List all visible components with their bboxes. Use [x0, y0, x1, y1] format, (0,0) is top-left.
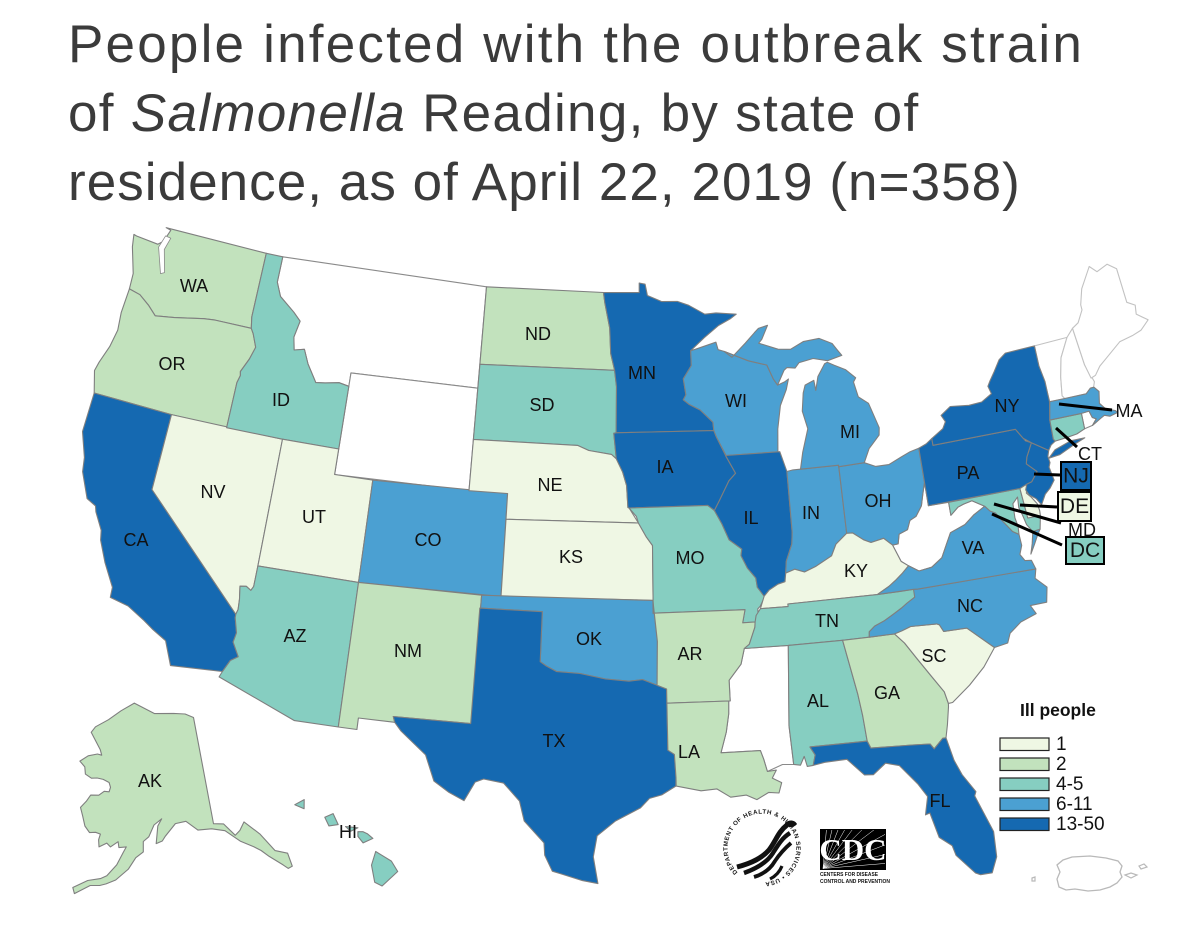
svg-text:AL: AL — [807, 691, 829, 711]
svg-text:4-5: 4-5 — [1056, 774, 1083, 795]
svg-text:NE: NE — [537, 475, 562, 495]
svg-text:ND: ND — [525, 324, 551, 344]
svg-text:PA: PA — [957, 463, 980, 483]
svg-text:KS: KS — [559, 547, 583, 567]
svg-text:residence, as of April 22, 201: residence, as of April 22, 2019 (n=358) — [68, 153, 1021, 212]
svg-text:People infected with the outbr: People infected with the outbreak strain — [68, 15, 1084, 74]
svg-text:OR: OR — [159, 354, 186, 374]
svg-text:OH: OH — [865, 491, 892, 511]
svg-text:CENTERS FOR DISEASE: CENTERS FOR DISEASE — [820, 872, 878, 878]
svg-text:SC: SC — [921, 646, 946, 666]
svg-text:AK: AK — [138, 771, 162, 791]
svg-text:KY: KY — [844, 561, 868, 581]
svg-text:OK: OK — [576, 629, 602, 649]
svg-text:IA: IA — [656, 457, 673, 477]
svg-text:MI: MI — [840, 422, 860, 442]
svg-text:IN: IN — [802, 503, 820, 523]
svg-text:TN: TN — [815, 611, 839, 631]
svg-text:ID: ID — [272, 390, 290, 410]
svg-text:AZ: AZ — [283, 626, 306, 646]
svg-text:UT: UT — [302, 507, 326, 527]
svg-text:IL: IL — [743, 508, 758, 528]
svg-text:WI: WI — [725, 391, 747, 411]
svg-text:MA: MA — [1116, 401, 1143, 421]
svg-text:DC: DC — [1070, 539, 1100, 562]
svg-text:WA: WA — [180, 276, 208, 296]
svg-text:LA: LA — [678, 742, 700, 762]
svg-text:CA: CA — [123, 530, 148, 550]
svg-text:NC: NC — [957, 596, 983, 616]
svg-text:GA: GA — [874, 683, 900, 703]
svg-text:1: 1 — [1056, 734, 1067, 755]
svg-text:NY: NY — [994, 396, 1019, 416]
svg-text:CONTROL AND PREVENTION: CONTROL AND PREVENTION — [820, 879, 890, 885]
svg-text:CDC: CDC — [819, 832, 886, 867]
svg-text:13-50: 13-50 — [1056, 814, 1105, 835]
svg-text:MO: MO — [676, 548, 705, 568]
svg-text:AR: AR — [677, 644, 702, 664]
svg-text:Ill people: Ill people — [1020, 700, 1096, 720]
svg-text:NM: NM — [394, 641, 422, 661]
svg-text:CO: CO — [415, 530, 442, 550]
svg-text:DE: DE — [1060, 495, 1089, 518]
svg-text:NV: NV — [200, 482, 225, 502]
svg-text:MN: MN — [628, 363, 656, 383]
svg-text:NJ: NJ — [1063, 465, 1089, 488]
svg-text:CT: CT — [1078, 444, 1102, 464]
svg-text:MD: MD — [1068, 520, 1096, 540]
svg-text:FL: FL — [929, 791, 950, 811]
svg-text:TX: TX — [542, 731, 565, 751]
svg-text:SD: SD — [529, 395, 554, 415]
svg-text:2: 2 — [1056, 754, 1067, 775]
svg-text:HI: HI — [339, 822, 357, 842]
svg-text:6-11: 6-11 — [1056, 794, 1093, 815]
svg-text:of Salmonella Reading, by stat: of Salmonella Reading, by state of — [68, 84, 919, 143]
svg-text:VA: VA — [962, 538, 985, 558]
